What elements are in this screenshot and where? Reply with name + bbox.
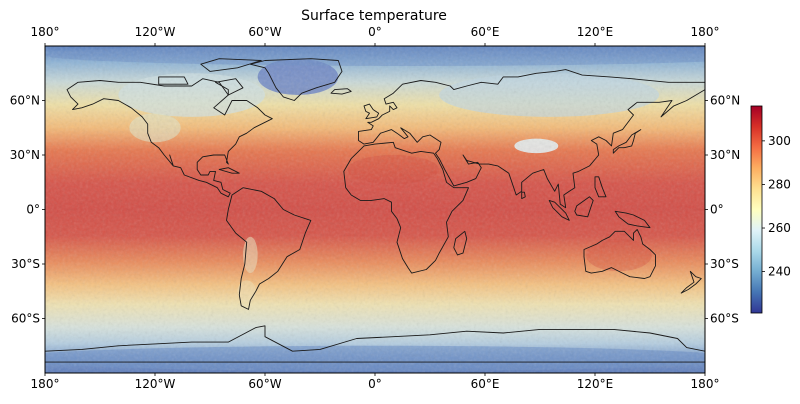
lon-tick-top-4-60e: 60°E xyxy=(471,25,500,39)
map-axes: 180° 180° 120°W 120°W 60°W 60°W 0° 0° 60°E 60°E 12… xyxy=(10,25,741,391)
lon-tick-top-5-120e: 120°E xyxy=(577,25,614,39)
lat-tick-left-60n: 60°N xyxy=(10,94,40,108)
lon-tick-top-1-120w: 120°W xyxy=(135,25,176,39)
lon-tick-top-0-180: 180° xyxy=(31,25,60,39)
coastline-great-britain xyxy=(363,103,380,120)
lon-tick-bottom-1-120w: 120°W xyxy=(135,377,176,391)
lat-tick-right-60s: 60°S xyxy=(710,312,739,326)
coastline-iceland xyxy=(330,88,352,95)
lon-tick-bottom-0-180: 180° xyxy=(31,377,60,391)
coastline-australia xyxy=(583,229,656,279)
lat-tick-left-0: 0° xyxy=(26,203,40,217)
coastline-victoria-island xyxy=(158,76,189,85)
coastline-philippines xyxy=(594,176,607,198)
coastline-antarctica xyxy=(45,325,705,363)
lon-tick-top-6-180: 180° xyxy=(691,25,720,39)
lat-tick-right-30n: 30°N xyxy=(710,148,740,162)
lat-tick-left-60s: 60°S xyxy=(11,312,40,326)
colorbar-tick-260: 260 xyxy=(768,221,791,235)
coastline-borneo xyxy=(574,196,594,218)
map-area xyxy=(45,46,705,373)
lon-tick-bottom-2-60w: 60°W xyxy=(248,377,281,391)
map-title: Surface temperature xyxy=(301,8,447,24)
coastline-baffin-island xyxy=(215,78,244,96)
coastline-cuba xyxy=(218,167,240,174)
colorbar-tick-240: 240 xyxy=(768,265,791,279)
lon-tick-top-2-60w: 60°W xyxy=(248,25,281,39)
coastline-greenland xyxy=(249,58,343,101)
coastline-new-guinea xyxy=(614,210,651,229)
coastline-new-zealand xyxy=(680,270,702,294)
colorbar: 240 260 280 300 xyxy=(750,105,791,314)
lon-tick-top-3-0: 0° xyxy=(368,25,382,39)
coastline-sumatra xyxy=(548,199,570,221)
colorbar-scale xyxy=(750,105,763,314)
lon-tick-bottom-3-0: 0° xyxy=(368,377,382,391)
coastline-japan xyxy=(612,129,642,154)
lon-tick-bottom-5-120e: 120°E xyxy=(577,377,614,391)
lat-tick-right-30s: 30°S xyxy=(710,257,739,271)
coastline-north-america xyxy=(66,78,273,198)
lat-tick-right-0: 0° xyxy=(710,203,724,217)
coastline-south-america xyxy=(226,187,312,310)
colorbar-tick-300: 300 xyxy=(768,134,791,148)
coastline-sri-lanka xyxy=(521,191,526,200)
coastline-ellesmere-island xyxy=(200,58,262,72)
colorbar-ticks: 240 260 280 300 xyxy=(762,134,791,279)
coastlines xyxy=(45,58,705,363)
lat-tick-left-30n: 30°N xyxy=(10,148,40,162)
coastline-madagascar xyxy=(453,230,468,256)
lat-tick-right-60n: 60°N xyxy=(710,94,740,108)
lon-tick-bottom-4-60e: 60°E xyxy=(471,377,500,391)
lon-tick-bottom-6-180: 180° xyxy=(691,377,720,391)
coastline-eurasia xyxy=(358,69,705,209)
colorbar-tick-280: 280 xyxy=(768,177,791,191)
coastline-africa xyxy=(343,141,469,274)
relief-shading xyxy=(45,46,705,373)
lat-tick-left-30s: 30°S xyxy=(11,257,40,271)
